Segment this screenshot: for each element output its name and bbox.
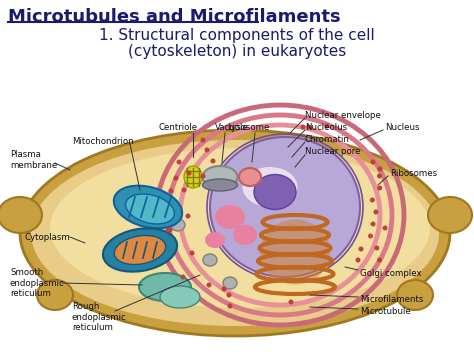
Ellipse shape (173, 175, 179, 180)
Ellipse shape (167, 228, 173, 233)
Ellipse shape (374, 209, 378, 214)
Ellipse shape (158, 201, 172, 213)
Ellipse shape (201, 174, 206, 179)
Ellipse shape (356, 257, 361, 262)
Ellipse shape (0, 197, 42, 233)
Ellipse shape (31, 140, 439, 326)
Ellipse shape (126, 194, 174, 224)
Text: (cytoskeleton) in eukaryotes: (cytoskeleton) in eukaryotes (128, 44, 346, 59)
Ellipse shape (202, 166, 237, 188)
Text: Plasma
membrane: Plasma membrane (10, 150, 57, 170)
Text: Microtubule: Microtubule (360, 307, 411, 317)
Ellipse shape (205, 232, 225, 248)
Ellipse shape (37, 280, 73, 310)
Ellipse shape (202, 179, 237, 191)
Ellipse shape (201, 137, 206, 142)
Ellipse shape (50, 148, 430, 308)
Text: Golgi complex: Golgi complex (360, 268, 422, 278)
Ellipse shape (103, 228, 177, 272)
Text: Cytoplasm: Cytoplasm (25, 233, 71, 241)
Ellipse shape (114, 235, 166, 264)
Ellipse shape (325, 124, 329, 129)
Ellipse shape (210, 158, 216, 164)
Ellipse shape (20, 130, 450, 336)
Ellipse shape (227, 293, 231, 297)
Text: 1. Structural components of the cell: 1. Structural components of the cell (99, 28, 375, 43)
Ellipse shape (228, 304, 233, 308)
Ellipse shape (139, 273, 191, 301)
Ellipse shape (176, 159, 182, 164)
Text: Nucleolus: Nucleolus (305, 122, 347, 131)
Ellipse shape (190, 251, 194, 256)
Ellipse shape (260, 219, 330, 284)
Text: Rough
endoplasmic
reticulum: Rough endoplasmic reticulum (72, 302, 127, 332)
Ellipse shape (181, 274, 185, 279)
Text: Ribosomes: Ribosomes (390, 169, 437, 178)
Ellipse shape (289, 300, 293, 305)
Ellipse shape (371, 159, 375, 164)
Ellipse shape (377, 257, 382, 262)
Text: Microfilaments: Microfilaments (360, 295, 423, 305)
Ellipse shape (374, 246, 379, 251)
Text: Nuclear envelope: Nuclear envelope (305, 110, 381, 120)
Ellipse shape (203, 254, 217, 266)
Ellipse shape (254, 175, 296, 209)
Text: Vacuole: Vacuole (215, 122, 249, 131)
Text: Chromatin: Chromatin (305, 135, 350, 143)
Ellipse shape (223, 277, 237, 289)
Ellipse shape (301, 125, 306, 130)
Ellipse shape (428, 197, 472, 233)
Ellipse shape (383, 225, 388, 230)
Ellipse shape (243, 167, 298, 207)
Ellipse shape (168, 189, 173, 193)
Ellipse shape (221, 286, 227, 291)
Ellipse shape (182, 187, 186, 192)
Ellipse shape (397, 280, 433, 310)
Ellipse shape (368, 234, 373, 239)
Text: Microtubules and Microfilaments: Microtubules and Microfilaments (8, 8, 341, 26)
Ellipse shape (233, 225, 257, 245)
Ellipse shape (114, 186, 182, 228)
Ellipse shape (358, 246, 364, 251)
Text: Nucleus: Nucleus (385, 122, 419, 131)
Text: Nuclear pore: Nuclear pore (305, 147, 360, 157)
Ellipse shape (371, 222, 375, 226)
Text: Centriole: Centriole (158, 122, 198, 131)
Ellipse shape (215, 205, 245, 229)
Ellipse shape (160, 286, 200, 308)
Ellipse shape (204, 147, 210, 153)
Ellipse shape (185, 213, 191, 218)
Text: Smooth
endoplasmic
reticulum: Smooth endoplasmic reticulum (10, 268, 65, 298)
Text: Lysosome: Lysosome (227, 122, 269, 131)
Ellipse shape (370, 197, 375, 202)
Text: Mitochondrion: Mitochondrion (72, 137, 134, 146)
Ellipse shape (171, 219, 185, 231)
Ellipse shape (165, 228, 171, 233)
Ellipse shape (377, 166, 383, 171)
Ellipse shape (377, 186, 382, 191)
Ellipse shape (207, 283, 211, 288)
Ellipse shape (210, 137, 360, 277)
Ellipse shape (239, 168, 261, 186)
Ellipse shape (377, 174, 382, 179)
Ellipse shape (307, 125, 311, 130)
Ellipse shape (186, 170, 191, 175)
Ellipse shape (184, 166, 202, 188)
